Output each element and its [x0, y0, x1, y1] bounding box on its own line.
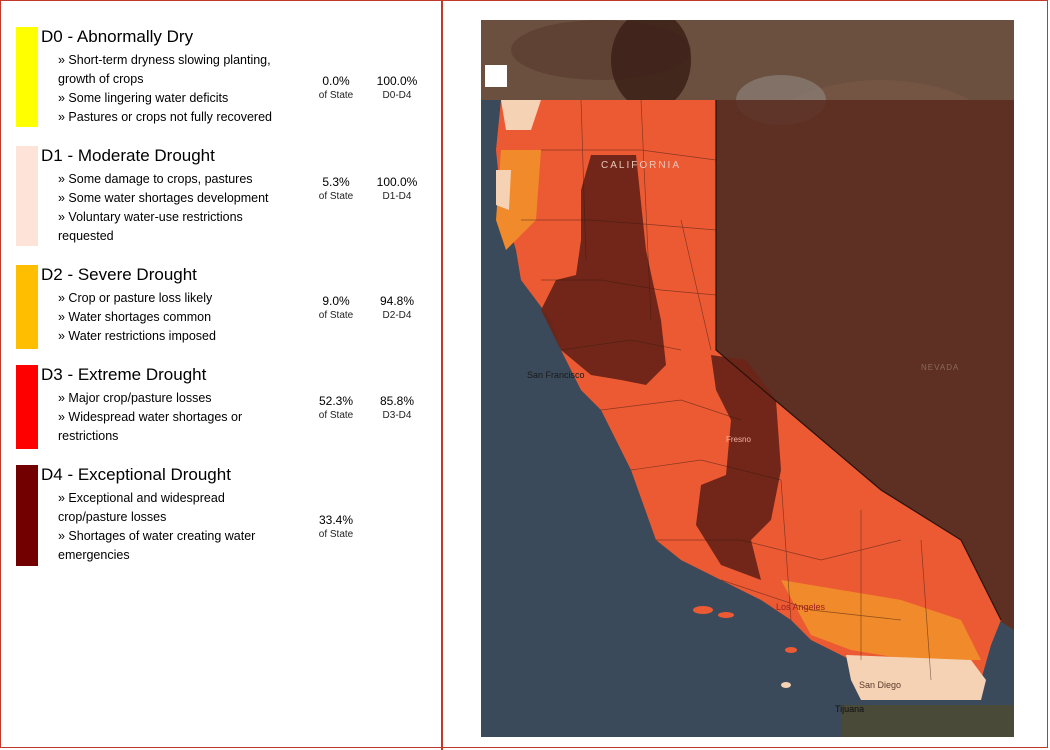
- impact-item: » Water restrictions imposed: [58, 329, 216, 343]
- category-title: D1 - Moderate Drought: [41, 146, 215, 165]
- drought-map[interactable]: CALIFORNIA San Francisco Los Angeles San…: [481, 20, 1014, 737]
- percent-label: of State: [318, 90, 354, 101]
- impact-list: » Major crop/pasture losses » Widespread…: [58, 389, 293, 446]
- category-title: D4 - Exceptional Drought: [41, 465, 231, 484]
- panel-divider: [441, 0, 443, 750]
- percent-of-state: 33.4% of State: [300, 512, 372, 542]
- county-borders: [521, 99, 932, 681]
- percent-of-state: 0.0% of State: [300, 73, 372, 103]
- cumulative-percent: 94.8% D2-D4: [366, 293, 428, 323]
- percent-value: 0.0%: [322, 74, 350, 88]
- legend-category-d2: D2 - Severe Drought » Crop or pasture lo…: [16, 265, 436, 355]
- d1-area-san-diego: [846, 655, 986, 700]
- impact-item: » Short-term dryness slowing planting, g…: [58, 53, 271, 86]
- legend-category-d4: D4 - Exceptional Drought » Exceptional a…: [16, 465, 436, 570]
- cumulative-value: 100.0%: [376, 175, 418, 189]
- swatch-d3: [16, 365, 38, 449]
- city-label-tijuana: Tijuana: [835, 704, 864, 714]
- percent-label: of State: [318, 529, 354, 540]
- impact-item: » Crop or pasture loss likely: [58, 291, 213, 305]
- terrain-shading: [611, 20, 691, 110]
- mexico-land: [841, 705, 1014, 737]
- d1-area-north: [501, 100, 541, 130]
- cumulative-percent: 100.0% D0-D4: [366, 73, 428, 103]
- impact-item: » Voluntary water-use restrictions reque…: [58, 210, 243, 243]
- d2-area-south: [781, 580, 981, 660]
- cumulative-percent: 85.8% D3-D4: [366, 393, 428, 423]
- city-label-sd: San Diego: [859, 680, 901, 690]
- cumulative-value: 100.0%: [376, 74, 418, 88]
- impact-item: » Shortages of water creating water emer…: [58, 529, 256, 562]
- percent-value: 5.3%: [322, 175, 350, 189]
- legend-category-d0: D0 - Abnormally Dry » Short-term dryness…: [16, 27, 436, 132]
- state-border: [715, 100, 1002, 621]
- impact-list: » Short-term dryness slowing planting, g…: [58, 51, 293, 127]
- impact-item: » Some lingering water deficits: [58, 91, 229, 105]
- map-marker-square: [485, 65, 507, 87]
- impact-item: » Widespread water shortages or restrict…: [58, 410, 243, 443]
- channel-island: [693, 606, 713, 614]
- swatch-d1: [16, 146, 38, 246]
- percent-label: of State: [318, 410, 354, 421]
- swatch-d0: [16, 27, 38, 127]
- impact-list: » Crop or pasture loss likely » Water sh…: [58, 289, 293, 346]
- cumulative-value: 85.8%: [379, 394, 415, 408]
- cumulative-percent: 100.0% D1-D4: [366, 174, 428, 204]
- impact-list: » Some damage to crops, pastures » Some …: [58, 170, 293, 246]
- impact-item: » Some water shortages development: [58, 191, 269, 205]
- legend-category-d3: D3 - Extreme Drought » Major crop/pastur…: [16, 365, 436, 455]
- impact-item: » Water shortages common: [58, 310, 212, 324]
- cumulative-label: D1-D4: [382, 191, 412, 202]
- d1-area-coast: [496, 170, 511, 210]
- impact-item: » Major crop/pasture losses: [58, 391, 212, 405]
- channel-island: [781, 682, 791, 688]
- percent-of-state: 9.0% of State: [300, 293, 372, 323]
- california-drought-map-svg: CALIFORNIA San Francisco Los Angeles San…: [481, 20, 1014, 737]
- cumulative-label: D3-D4: [382, 410, 412, 421]
- impact-list: » Exceptional and widespread crop/pastur…: [58, 489, 293, 565]
- cumulative-label: D2-D4: [382, 310, 412, 321]
- d4-area-sacramento-valley: [541, 155, 666, 385]
- city-label-fresno: Fresno: [726, 435, 751, 444]
- swatch-d4: [16, 465, 38, 566]
- cumulative-label: D0-D4: [382, 90, 412, 101]
- percent-of-state: 52.3% of State: [300, 393, 372, 423]
- cumulative-value: 94.8%: [379, 294, 415, 308]
- drought-legend: D0 - Abnormally Dry » Short-term dryness…: [0, 0, 440, 750]
- legend-category-d1: D1 - Moderate Drought » Some damage to c…: [16, 146, 436, 251]
- region-label-nevada: NEVADA: [921, 363, 959, 372]
- percent-value: 9.0%: [322, 294, 350, 308]
- channel-island: [785, 647, 797, 653]
- city-label-sf: San Francisco: [527, 370, 585, 380]
- state-label: CALIFORNIA: [601, 160, 681, 171]
- impact-item: » Exceptional and widespread crop/pastur…: [58, 491, 225, 524]
- nevada-drought-area: [716, 100, 1014, 630]
- category-title: D3 - Extreme Drought: [41, 365, 207, 384]
- percent-label: of State: [318, 310, 354, 321]
- impact-item: » Some damage to crops, pastures: [58, 172, 253, 186]
- channel-island: [718, 612, 734, 618]
- percent-of-state: 5.3% of State: [300, 174, 372, 204]
- percent-label: of State: [318, 191, 354, 202]
- category-title: D0 - Abnormally Dry: [41, 27, 194, 46]
- percent-value: 33.4%: [318, 513, 354, 527]
- percent-value: 52.3%: [318, 394, 354, 408]
- swatch-d2: [16, 265, 38, 349]
- city-label-la: Los Angeles: [776, 602, 826, 612]
- d4-area-san-joaquin-valley: [696, 355, 781, 580]
- impact-item: » Pastures or crops not fully recovered: [58, 110, 272, 124]
- category-title: D2 - Severe Drought: [41, 265, 197, 284]
